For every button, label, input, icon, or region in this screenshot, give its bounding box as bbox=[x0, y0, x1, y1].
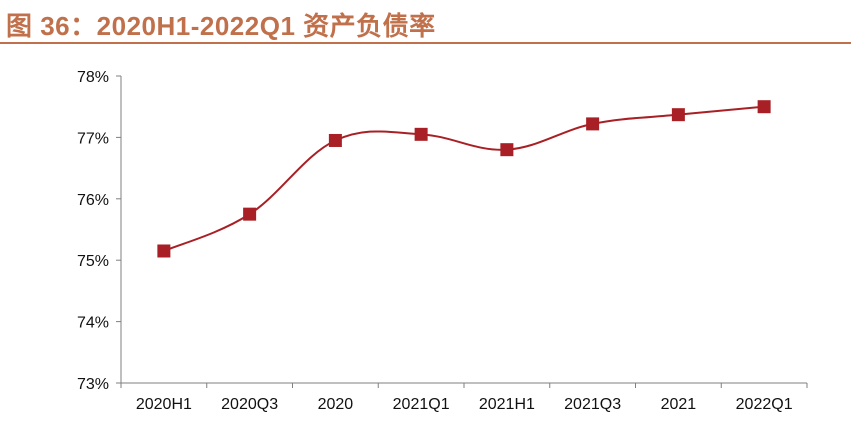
x-tick-label: 2021 bbox=[661, 396, 697, 413]
chart-axes bbox=[116, 75, 808, 388]
data-point-2021 bbox=[671, 108, 685, 122]
series-line bbox=[163, 105, 765, 252]
data-point-2020h1 bbox=[157, 244, 171, 258]
data-point-2021q1 bbox=[414, 127, 428, 141]
data-point-2020 bbox=[328, 133, 342, 147]
y-tick-label: 74% bbox=[77, 315, 109, 332]
figure-title: 图 36：2020H1-2022Q1 资产负债率 bbox=[6, 11, 436, 41]
data-point-2021h1 bbox=[500, 143, 514, 157]
chart-tick-labels: 73% 74% 75% 76% 77% 78% 2020H1 2020Q3 2020 2021Q1… bbox=[77, 69, 793, 413]
y-tick-label: 78% bbox=[77, 69, 109, 86]
x-tick-label: 2020H1 bbox=[136, 396, 192, 413]
y-tick-label: 75% bbox=[77, 253, 109, 270]
data-point-2022q1 bbox=[757, 100, 771, 114]
x-tick-label: 2022Q1 bbox=[736, 396, 793, 413]
data-point-2020q3 bbox=[243, 207, 257, 221]
data-point-2021q3 bbox=[586, 117, 600, 131]
y-tick-label: 76% bbox=[77, 192, 109, 209]
x-tick-label: 2021H1 bbox=[479, 396, 535, 413]
x-tick-label: 2020 bbox=[318, 396, 354, 413]
x-tick-label: 2021Q3 bbox=[564, 396, 621, 413]
figure-header: 图 36：2020H1-2022Q1 资产负债率 bbox=[0, 0, 865, 44]
title-underline bbox=[0, 42, 851, 44]
y-tick-label: 73% bbox=[77, 376, 109, 393]
series-markers bbox=[157, 100, 771, 258]
x-tick-label: 2020Q3 bbox=[221, 396, 278, 413]
x-tick-label: 2021Q1 bbox=[393, 396, 450, 413]
y-tick-label: 77% bbox=[77, 130, 109, 147]
